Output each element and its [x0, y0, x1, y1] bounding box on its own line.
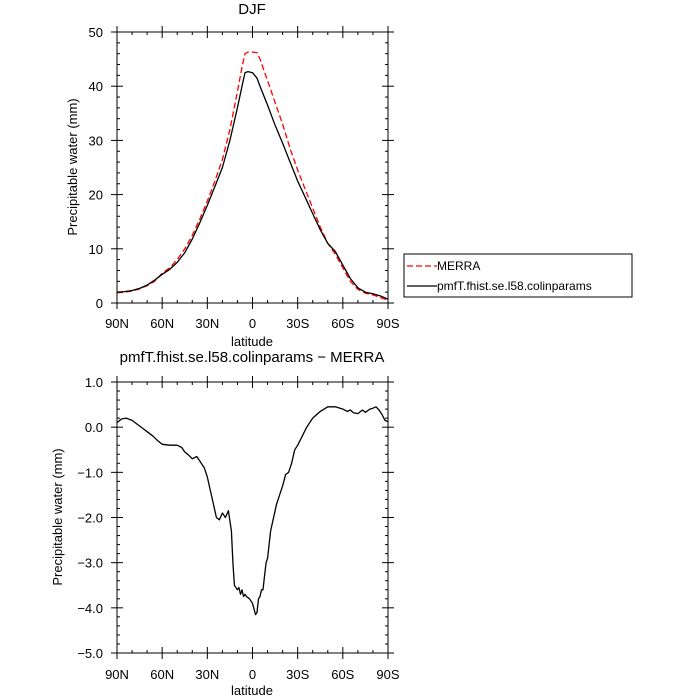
top-series-lines — [116, 51, 389, 301]
top-y-tick-label: 40 — [89, 79, 103, 94]
top-axis-ticks — [111, 26, 394, 309]
top-x-tick-label: 90S — [376, 316, 399, 331]
bottom-y-axis-label: Precipitable water (mm) — [50, 448, 65, 585]
bottom-x-tick-label: 60N — [150, 667, 174, 682]
top-x-axis-label: latitude — [231, 334, 273, 349]
bottom-x-tick-label: 0 — [249, 667, 256, 682]
top-series-line-1 — [116, 70, 389, 300]
top-y-tick-labels: 0 10 20 30 40 50 — [89, 25, 103, 311]
bottom-x-tick-label: 60S — [331, 667, 354, 682]
bottom-y-tick-label: 0.0 — [85, 420, 103, 435]
bottom-axis-ticks — [111, 376, 394, 659]
bottom-y-tick-label: 1.0 — [85, 375, 103, 390]
bottom-series-lines — [116, 406, 389, 616]
bottom-y-tick-label: −1.0 — [77, 465, 103, 480]
top-series-line-0 — [116, 51, 389, 301]
bottom-x-tick-label: 90N — [105, 667, 129, 682]
top-y-tick-label: 0 — [96, 296, 103, 311]
bottom-chart-title: pmfT.fhist.se.l58.colinparams − MERRA — [120, 349, 385, 366]
legend-box — [403, 253, 633, 298]
top-x-tick-label: 60N — [150, 316, 174, 331]
bottom-x-tick-label: 90S — [376, 667, 399, 682]
bottom-x-tick-label: 30S — [286, 667, 309, 682]
top-x-tick-label: 0 — [249, 316, 256, 331]
bottom-x-tick-labels: 90N 60N 30N 0 30S 60S 90S — [105, 667, 400, 682]
top-y-axis-label: Precipitable water (mm) — [65, 98, 80, 235]
top-y-tick-label: 50 — [89, 25, 103, 40]
top-y-tick-label: 10 — [89, 242, 103, 257]
bottom-x-tick-label: 30N — [195, 667, 219, 682]
top-y-tick-label: 20 — [89, 188, 103, 203]
bottom-y-tick-label: −3.0 — [77, 556, 103, 571]
top-panel: DJF 90N 60N 30N 0 30S 60S 90S 0 10 20 30… — [65, 1, 633, 349]
legend: MERRA pmfT.fhist.se.l58.colinparams — [403, 253, 633, 298]
top-x-tick-label: 30S — [286, 316, 309, 331]
bottom-series-line-0 — [116, 406, 389, 616]
bottom-y-tick-labels: 1.0 0.0 −1.0 −2.0 −3.0 −4.0 −5.0 — [77, 375, 103, 661]
bottom-panel: pmfT.fhist.se.l58.colinparams − MERRA 90… — [50, 349, 400, 698]
legend-merra-label: MERRA — [437, 259, 480, 273]
top-x-tick-label: 60S — [331, 316, 354, 331]
legend-model-label: pmfT.fhist.se.l58.colinparams — [437, 279, 592, 293]
bottom-y-tick-label: −2.0 — [77, 511, 103, 526]
top-x-tick-label: 30N — [195, 316, 219, 331]
top-y-tick-label: 30 — [89, 133, 103, 148]
bottom-y-tick-label: −5.0 — [77, 646, 103, 661]
bottom-x-axis-label: latitude — [231, 683, 273, 698]
top-chart-title: DJF — [238, 1, 266, 18]
bottom-y-tick-label: −4.0 — [77, 601, 103, 616]
bottom-plot-frame — [116, 381, 389, 654]
top-x-tick-labels: 90N 60N 30N 0 30S 60S 90S — [105, 316, 400, 331]
top-x-tick-label: 90N — [105, 316, 129, 331]
